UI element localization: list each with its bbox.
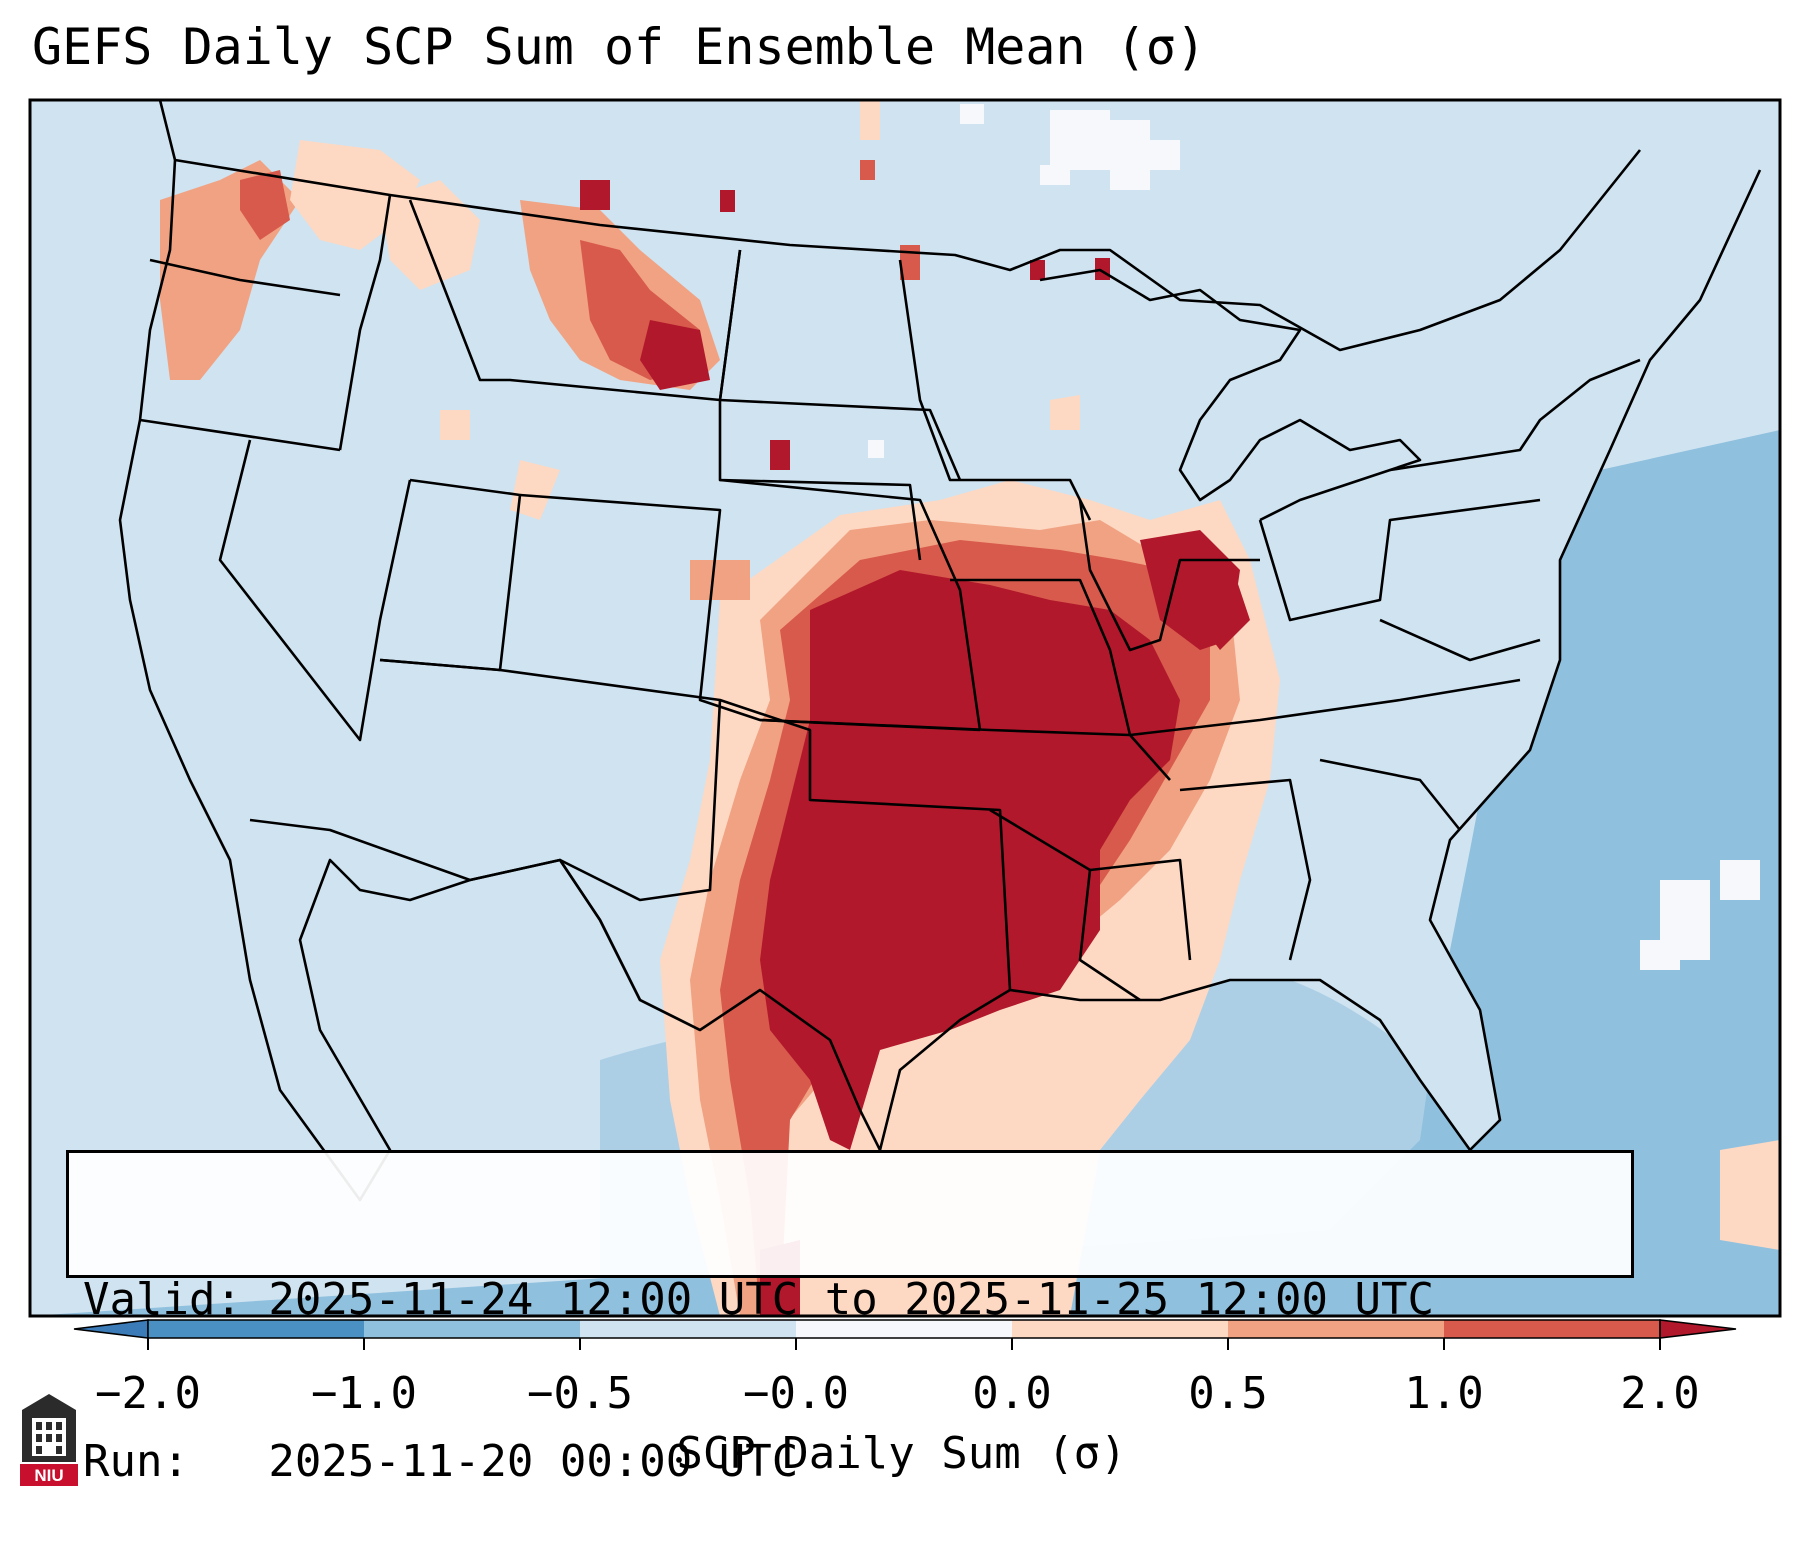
- canada-border: [174, 149, 1642, 352]
- colorbar-bin-7: [1444, 1320, 1660, 1338]
- state-az-nm: [379, 658, 722, 902]
- colorbar-tick-label: 0.0: [972, 1368, 1052, 1419]
- state-ia-mo: [950, 578, 1132, 736]
- near-zero-cells: [868, 104, 1760, 970]
- state-ny-ne: [1389, 358, 1641, 472]
- state-ms-al: [1089, 858, 1192, 961]
- colorbar-extend-high: [1659, 1319, 1737, 1339]
- state-sc-ga: [1319, 758, 1462, 831]
- state-wa-or: [149, 258, 341, 297]
- colorbar-tick-label: −2.0: [95, 1368, 201, 1419]
- colorbar-bin-4: [796, 1320, 1012, 1338]
- state-or-ca: [139, 418, 341, 452]
- state-ar-la: [989, 808, 1141, 1002]
- chart-title: GEFS Daily SCP Sum of Ensemble Mean (σ): [32, 18, 1206, 76]
- valid-run-info-box: Valid: 2025-11-24 12:00 UTC to 2025-11-2…: [66, 1150, 1634, 1487]
- state-ne-ks: [719, 478, 982, 731]
- coastline: [118, 100, 1762, 1202]
- state-oh-pa: [1258, 498, 1541, 622]
- scp-map: [28, 98, 1782, 1350]
- logo-text: NIU: [34, 1466, 63, 1485]
- great-lakes: [1039, 268, 1422, 522]
- colorbar-tick-label: 1.0: [1404, 1368, 1484, 1419]
- colorbar-tick-label: 2.0: [1620, 1368, 1700, 1419]
- niu-logo-icon: NIU: [20, 1394, 78, 1486]
- colorbar-tick-label: 0.5: [1188, 1368, 1268, 1419]
- colorbar-bin-1: [148, 1320, 364, 1338]
- colorbar-bin-5: [1012, 1320, 1228, 1338]
- state-mn-ia: [898, 259, 1092, 521]
- boundaries: [118, 100, 1762, 1202]
- colorbar: [73, 1319, 1737, 1350]
- state-nv: [218, 439, 412, 742]
- state-il-in: [1078, 499, 1260, 652]
- map-frame: [28, 98, 1782, 1318]
- colorbar-bin-6: [1228, 1320, 1444, 1338]
- colorbar-ticks: [147, 1338, 1661, 1350]
- colorbar-tick-label: −1.0: [311, 1368, 417, 1419]
- colorbar-bin-3: [580, 1320, 796, 1338]
- valid-time-line: Valid: 2025-11-24 12:00 UTC to 2025-11-2…: [83, 1274, 1435, 1325]
- colorbar-bin-2: [364, 1320, 580, 1338]
- state-id: [338, 194, 392, 451]
- state-tn-ky: [1129, 678, 1521, 737]
- state-sd-ne: [719, 398, 962, 481]
- colorbar-tick-label: −0.5: [527, 1368, 633, 1419]
- colorbar-outline: [147, 1319, 1661, 1339]
- colorbar-title: SCP Daily Sum (σ): [676, 1428, 1127, 1479]
- state-ks-ok: [759, 718, 1171, 781]
- run-time-line: Run: 2025-11-20 00:00 UTC: [83, 1436, 799, 1487]
- state-va-nc: [1379, 618, 1541, 662]
- state-al-ga: [1179, 778, 1312, 961]
- colorbar-tick-label: −0.0: [743, 1368, 849, 1419]
